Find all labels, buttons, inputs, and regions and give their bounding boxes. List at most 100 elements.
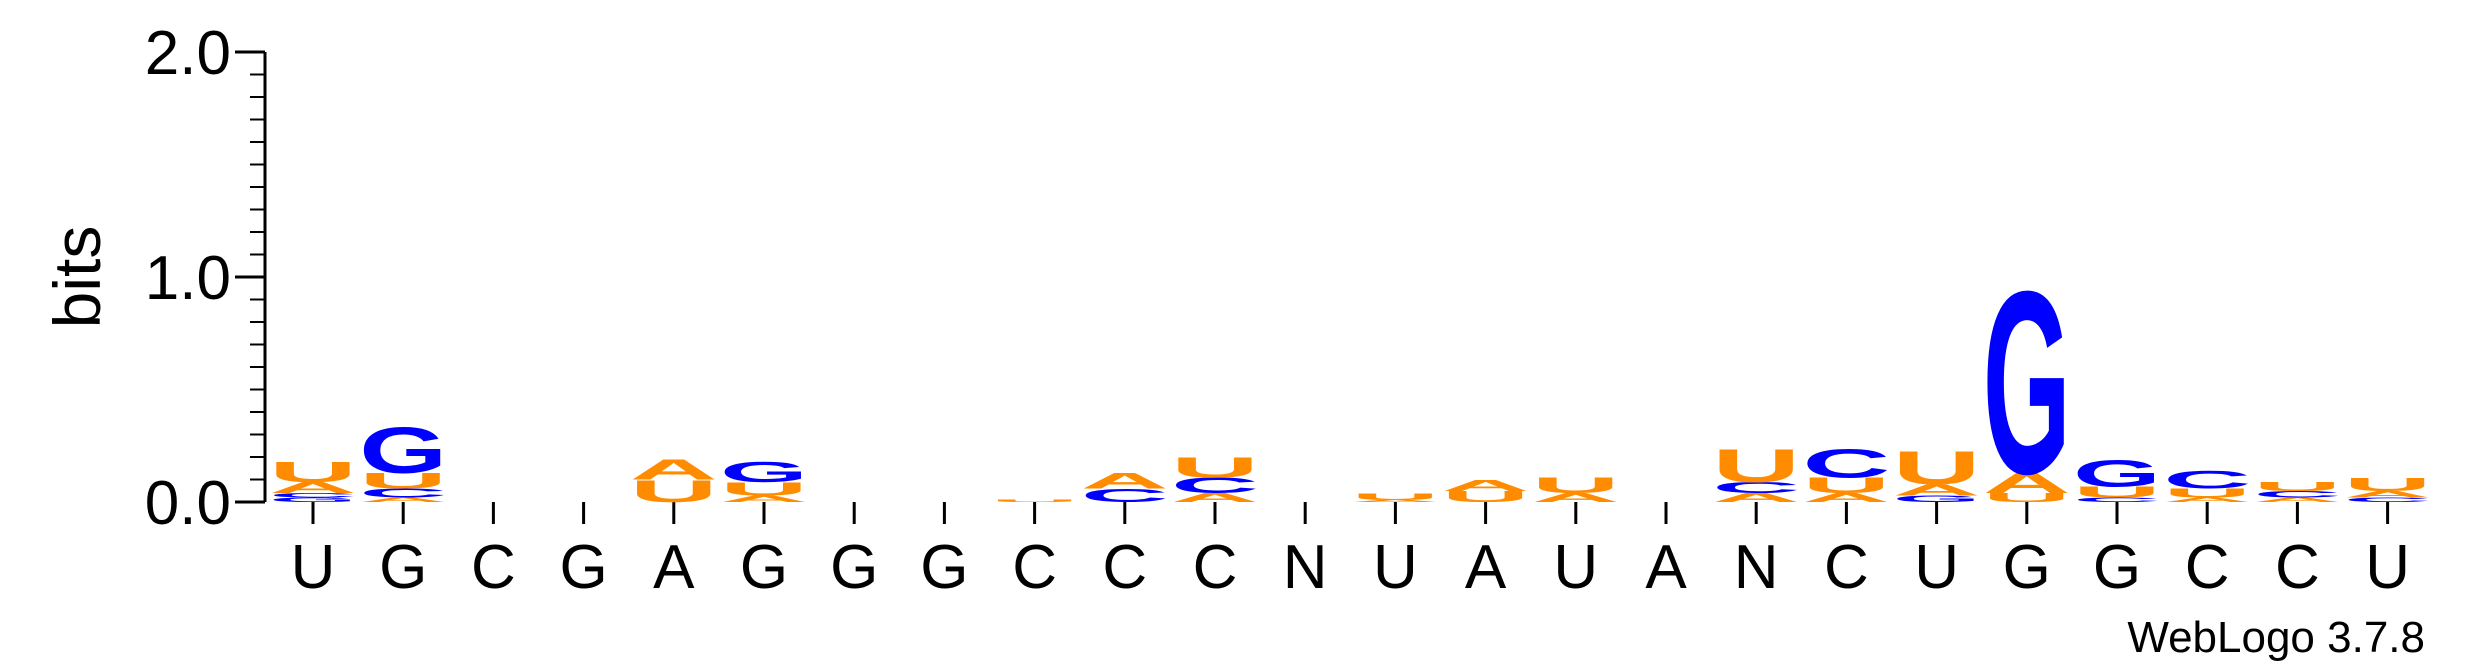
logo-letter-A: A <box>1171 491 1259 505</box>
x-tick-label: N <box>1283 533 1328 602</box>
weblogo-credit: WebLogo 3.7.8 <box>2127 613 2425 662</box>
logo-letter-glyph: U <box>1893 441 1981 494</box>
x-tick-label: G <box>379 533 427 602</box>
x-tick-label: G <box>2003 533 2051 602</box>
x-tick-label: G <box>920 533 968 602</box>
logo-letter-glyph: A <box>630 454 718 486</box>
logo-letter-U: U <box>1532 473 1620 498</box>
logo-letter-A: A <box>1081 469 1169 494</box>
logo-letter-G: G <box>1893 494 1981 504</box>
logo-letter-A: A <box>1893 481 1981 499</box>
logo-letter-U: U <box>2344 474 2432 495</box>
logo-letter-U: U <box>2163 486 2251 500</box>
logo-letter-A: A <box>269 479 357 497</box>
x-tick-label: G <box>559 533 607 602</box>
logo-letter-U: U <box>1351 491 1439 501</box>
logo-letter-glyph: U <box>2163 486 2251 500</box>
logo-letter-glyph: U <box>1351 491 1439 501</box>
y-tick-label: 1.0 <box>145 244 231 313</box>
logo-letter-glyph: U <box>991 499 1079 503</box>
logo-letter-glyph: G <box>269 496 357 503</box>
x-tick-label: C <box>1102 533 1147 602</box>
x-tick-label: C <box>1193 533 1238 602</box>
logo-letter-glyph: G <box>720 456 808 488</box>
y-tick-label: 0.0 <box>145 469 231 538</box>
logo-letter-glyph: C <box>269 492 357 499</box>
logo-letter-glyph: A <box>1351 499 1439 503</box>
y-tick-label: 2.0 <box>145 19 231 88</box>
logo-letter-glyph: A <box>2344 489 2432 499</box>
logo-letter-glyph: A <box>2163 496 2251 503</box>
logo-letter-glyph: G <box>1893 494 1981 504</box>
x-tick-label: A <box>1465 533 1507 602</box>
logo-letter-C: C <box>2073 496 2161 503</box>
logo-letter-U: U <box>1442 488 1530 506</box>
logo-letter-G: G <box>720 456 808 488</box>
x-tick-label: N <box>1734 533 1779 602</box>
logo-letter-glyph: U <box>1171 451 1259 483</box>
logo-letter-A: A <box>1532 491 1620 505</box>
logo-letter-glyph: C <box>2253 489 2341 499</box>
logo-letter-A: A <box>1442 477 1530 495</box>
logo-letter-glyph: A <box>1802 491 1890 505</box>
logo-letter-C: C <box>1802 441 1890 486</box>
logo-letter-glyph: A <box>720 494 808 504</box>
logo-letter-glyph: A <box>1442 477 1530 495</box>
logo-letter-glyph: A <box>1893 481 1981 499</box>
logo-letter-glyph: U <box>1532 473 1620 498</box>
logo-letter-U: U <box>720 478 808 499</box>
logo-letter-glyph: U <box>1442 488 1530 506</box>
logo-letter-glyph: U <box>1712 439 1800 492</box>
logo-letter-U: U <box>359 469 447 494</box>
logo-letter-glyph: U <box>720 478 808 499</box>
logo-letter-A: A <box>720 494 808 504</box>
x-tick-label: A <box>1645 533 1687 602</box>
x-tick-label: U <box>1373 533 1418 602</box>
logo-letter-glyph: C <box>1171 473 1259 498</box>
logo-letter-A: A <box>1712 491 1800 505</box>
logo-letter-G: G <box>2073 453 2161 495</box>
logo-letter-U: U <box>1171 451 1259 483</box>
x-tick-label: U <box>291 533 336 602</box>
logo-letter-glyph: G <box>359 413 447 487</box>
logo-letter-glyph: C <box>1712 479 1800 497</box>
logo-letter-glyph: A <box>1532 491 1620 505</box>
logo-letter-glyph: C <box>2344 496 2432 503</box>
logo-letter-C: C <box>359 486 447 500</box>
logo-letter-A: A <box>630 454 718 486</box>
logo-letter-glyph: C <box>1081 485 1169 506</box>
logo-letter-glyph: U <box>269 456 357 488</box>
logo-letter-A: A <box>1351 499 1439 503</box>
x-tick-label: G <box>830 533 878 602</box>
logo-letter-glyph: G <box>2073 453 2161 495</box>
logo-letter-C: C <box>2163 466 2251 494</box>
logo-letter-glyph: A <box>359 496 447 503</box>
logo-letter-G: G <box>269 496 357 503</box>
x-tick-label: U <box>1553 533 1598 602</box>
x-tick-label: U <box>2365 533 2410 602</box>
logo-letter-A: A <box>2253 496 2341 503</box>
logo-letter-C: C <box>269 492 357 499</box>
logo-letter-glyph: A <box>2253 496 2341 503</box>
logo-letter-glyph: C <box>359 486 447 500</box>
logo-letter-glyph: A <box>1081 469 1169 494</box>
y-ticks: 0.0 1.0 2.0 <box>145 19 265 538</box>
logo-letter-G: G <box>359 413 447 487</box>
logo-letter-glyph: A <box>1983 467 2071 499</box>
logo-letter-U: U <box>1802 473 1890 498</box>
logo-letter-glyph: A <box>269 479 357 497</box>
logo-letter-A: A <box>1802 491 1890 505</box>
x-tick-label: A <box>653 533 695 602</box>
logo-letter-C: C <box>1171 473 1259 498</box>
y-axis-label: bits <box>40 226 114 329</box>
logo-letter-U: U <box>2253 479 2341 493</box>
logo-letter-glyph: A <box>1712 491 1800 505</box>
logo-letter-glyph: U <box>2253 479 2341 493</box>
logo-letter-glyph: G <box>1983 236 2071 528</box>
logo-letter-C: C <box>1081 485 1169 506</box>
logo-letter-glyph: C <box>2073 496 2161 503</box>
logo-letter-glyph: U <box>1983 491 2071 505</box>
logo-letter-glyph: A <box>1171 491 1259 505</box>
